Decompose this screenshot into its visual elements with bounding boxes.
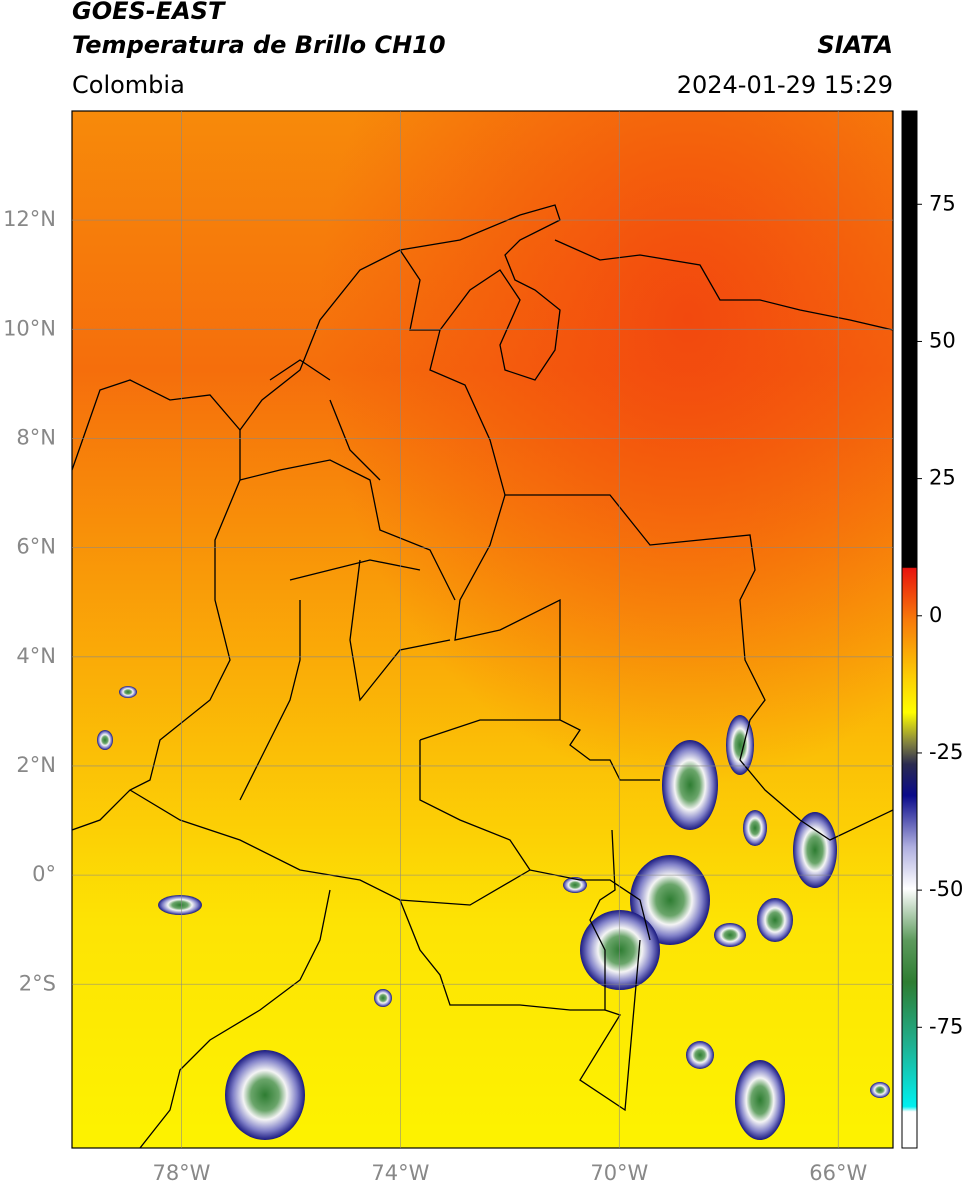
region: Colombia [72, 71, 185, 99]
y-tick-label: 6°N [16, 535, 56, 559]
y-tick-label: 12°N [3, 207, 56, 231]
y-tick-label: 10°N [3, 316, 56, 340]
datetime: 2024-01-29 15:29 [677, 71, 893, 99]
y-tick-label: 2°N [16, 753, 56, 777]
map-image [72, 111, 893, 1148]
colorbar [901, 110, 918, 1149]
y-tick-label: 0° [32, 862, 56, 886]
x-tick-label: 74°W [371, 1161, 429, 1185]
colorbar-tick-label: 0 [929, 603, 942, 627]
y-tick-label: 8°N [16, 425, 56, 449]
source: SIATA [817, 31, 893, 59]
map-frame [71, 110, 894, 1149]
borders [72, 204, 893, 1148]
x-tick-label: 70°W [590, 1161, 648, 1185]
colorbar-tick-label: -25 [929, 740, 963, 764]
x-tick-label: 78°W [152, 1161, 210, 1185]
cloud-tops [97, 686, 890, 1140]
y-tick-label: 2°S [19, 971, 56, 995]
colorbar-tick-label: -75 [929, 1014, 963, 1038]
title: GOES-EAST [72, 0, 226, 25]
colorbar-tick-label: 25 [929, 466, 956, 490]
colorbar-tick-label: -50 [929, 877, 963, 901]
subtitle: Temperatura de Brillo CH10 [72, 31, 446, 59]
y-tick-label: 4°N [16, 644, 56, 668]
colorbar-tick-label: 50 [929, 328, 956, 352]
colorbar-tick-label: 75 [929, 191, 956, 215]
x-tick-label: 66°W [809, 1161, 867, 1185]
